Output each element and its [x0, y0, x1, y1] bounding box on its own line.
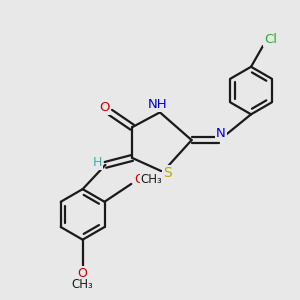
Text: S: S — [163, 166, 172, 180]
Text: CH₃: CH₃ — [72, 278, 94, 291]
Text: O: O — [78, 267, 88, 280]
Text: Cl: Cl — [264, 33, 277, 46]
Text: O: O — [99, 101, 110, 114]
Text: O: O — [134, 173, 144, 186]
Text: CH₃: CH₃ — [141, 173, 162, 186]
Text: N: N — [216, 127, 226, 140]
Text: H: H — [92, 156, 102, 169]
Text: NH: NH — [148, 98, 167, 111]
